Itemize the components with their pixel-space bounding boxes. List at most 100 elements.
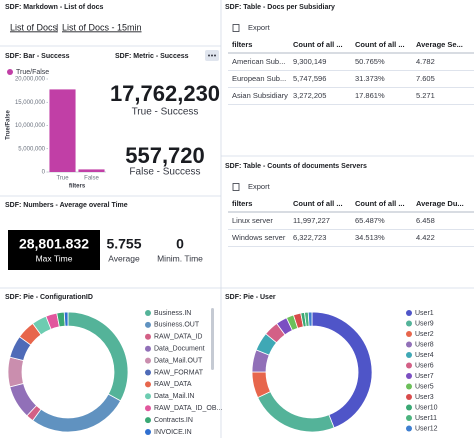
legend-swatch [406,394,412,400]
table-cell: 6,322,723 [293,233,326,242]
link[interactable]: List of Docs [10,22,58,32]
table-cell: 5,747,596 [293,74,326,83]
legend-label: True/False [16,69,49,76]
scrollbar[interactable] [211,308,214,370]
x-axis-label: filters [69,184,86,190]
y-axis-label: True/False [6,110,12,140]
legend-label: User7 [415,373,434,380]
bar [78,169,105,172]
x-tick-label: False [84,176,99,182]
table-cell: 4.422 [416,233,435,242]
x-tick-label: True [56,176,69,182]
legend-label: Data_Mail.OUT [154,357,203,364]
column-header: Count of all ... [355,40,405,49]
legend-label: User4 [415,352,434,359]
column-header: filters [232,199,252,208]
export-button[interactable]: Export [248,23,271,32]
legend-swatch [406,425,412,432]
number-label: Average [108,253,140,263]
legend-swatch [406,352,412,358]
legend-label: Business.IN [154,310,191,317]
separator: | [56,22,58,32]
legend-label: Contracts.IN [154,417,193,424]
table-cell: 9,300,149 [293,57,326,66]
donut-segment [7,356,24,388]
number-label: Minim. Time [157,253,203,263]
export-button[interactable]: Export [248,182,271,191]
legend-swatch [145,310,151,316]
donut-segment [307,311,313,327]
legend-swatch [145,381,151,388]
legend-swatch [145,369,151,376]
legend-swatch [406,310,412,316]
donut-segment [67,311,129,402]
column-header: Average Du... [416,199,464,208]
legend-swatch [145,357,151,364]
export-icon [232,24,240,32]
legend-swatch [145,345,151,352]
number-label: Max Time [36,253,73,263]
legend-swatch [406,331,412,337]
legend-label: User11 [415,415,437,422]
legend-swatch [406,383,412,390]
donut-segment [311,311,373,429]
legend-label: Business.OUT [154,322,200,329]
panel-title: SDF: Numbers - Average overal Time [5,202,128,209]
y-tick-label: 20,000,000 [15,77,46,83]
legend-label: RAW_DATA_ID_OB... [154,405,222,412]
column-header: Count of all ... [293,199,343,208]
export-icon [232,183,240,191]
legend-swatch [406,415,412,421]
table-cell: 6.458 [416,216,435,225]
number-value: 0 [176,236,184,252]
table-cell: Linux server [232,216,273,225]
panel-title: SDF: Pie - User [225,294,276,301]
donut-segment [63,311,69,327]
table-cell: 4.782 [416,57,435,66]
legend-label: User1 [415,310,434,317]
legend-swatch [145,321,151,328]
column-header: Average Se... [416,40,463,49]
table-cell: 7.605 [416,74,435,83]
table-cell: Asian Subsidiary [232,91,288,100]
donut-segment [257,391,335,433]
legend-swatch [406,320,412,327]
legend-swatch [145,417,151,424]
table-cell: 31.373% [355,74,385,83]
y-tick-label: 0 [42,170,46,176]
table-cell: 17.861% [355,91,385,100]
legend-label: User5 [415,383,434,390]
max-box [8,230,100,270]
legend-swatch [406,404,412,411]
legend-label: Data_Document [154,346,205,353]
legend-label: User8 [415,341,434,348]
legend-label: User9 [415,320,434,327]
legend-label: User10 [415,404,438,411]
table-cell: 65.487% [355,216,385,225]
options-button[interactable] [205,50,219,61]
legend-swatch [145,393,151,400]
legend-label: Data_Mail.IN [154,393,194,400]
panel-title: SDF: Table - Docs per Subsidiary [225,4,335,11]
legend-swatch [145,429,151,435]
table-cell: Windows server [232,233,286,242]
legend-label: User6 [415,362,434,369]
legend-label: User12 [415,425,438,432]
panel-title: SDF: Pie - ConfigurationID [5,294,93,301]
legend-swatch [406,362,412,369]
column-header: Count of all ... [355,199,405,208]
legend-swatch [145,405,151,412]
legend-swatch [406,341,412,348]
panel-title: SDF: Markdown - List of docs [5,4,103,11]
link[interactable]: List of Docs - 15min [62,22,142,32]
panel-title: SDF: Metric - Success [115,53,189,60]
panel-title: SDF: Table - Counts of documents Servers [225,163,367,170]
column-header: filters [232,40,252,49]
column-header: Count of all ... [293,40,343,49]
bar [49,89,76,172]
legend-label: User3 [415,394,434,401]
donut-segment [32,393,122,433]
panel-title: SDF: Bar - Success [5,53,70,60]
legend-swatch [406,373,412,379]
legend-swatch [145,333,151,340]
